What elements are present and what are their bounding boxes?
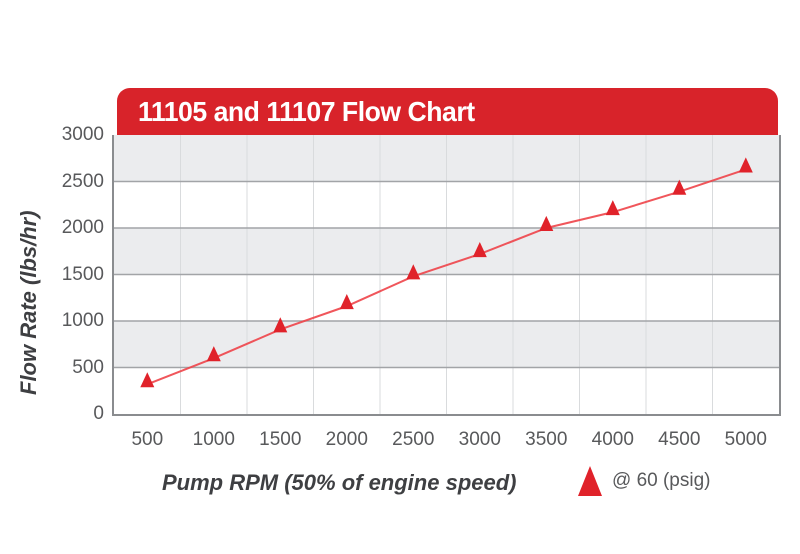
x-tick-label: 2000 [325, 429, 368, 450]
x-tick-label: 2500 [392, 429, 435, 450]
plot-area [112, 135, 781, 416]
y-tick-label: 2000 [61, 217, 104, 239]
x-axis-title: Pump RPM (50% of engine speed) [162, 470, 517, 495]
y-tick-label: 2500 [61, 170, 104, 192]
x-tick-label: 4500 [658, 429, 701, 450]
y-tick-label: 500 [72, 356, 104, 378]
x-axis-ticks: 500 1000 1500 2000 2500 3000 3500 4000 4500 5000 [114, 430, 779, 454]
y-tick-label: 0 [93, 403, 104, 425]
legend-label: @ 60 (psig) [612, 470, 711, 491]
x-tick-label: 3000 [458, 429, 501, 450]
x-tick-label: 4000 [591, 429, 634, 450]
chart-canvas [114, 135, 779, 414]
x-tick-label: 1500 [259, 429, 302, 450]
x-tick-label: 3500 [525, 429, 568, 450]
chart-title: 11105 and 11107 Flow Chart [138, 95, 475, 127]
legend: @ 60 (psig) [577, 463, 711, 499]
x-tick-label: 1000 [192, 429, 235, 450]
y-tick-label: 1000 [61, 310, 104, 332]
chart-header: 11105 and 11107 Flow Chart [117, 88, 778, 135]
y-tick-label: 1500 [61, 263, 104, 285]
y-axis-ticks: 3000 2500 2000 1500 1000 500 0 [28, 125, 104, 423]
x-tick-label: 5000 [724, 429, 767, 450]
x-tick-label: 500 [131, 429, 164, 450]
y-tick-label: 3000 [61, 124, 104, 146]
legend-triangle-icon [578, 466, 602, 496]
